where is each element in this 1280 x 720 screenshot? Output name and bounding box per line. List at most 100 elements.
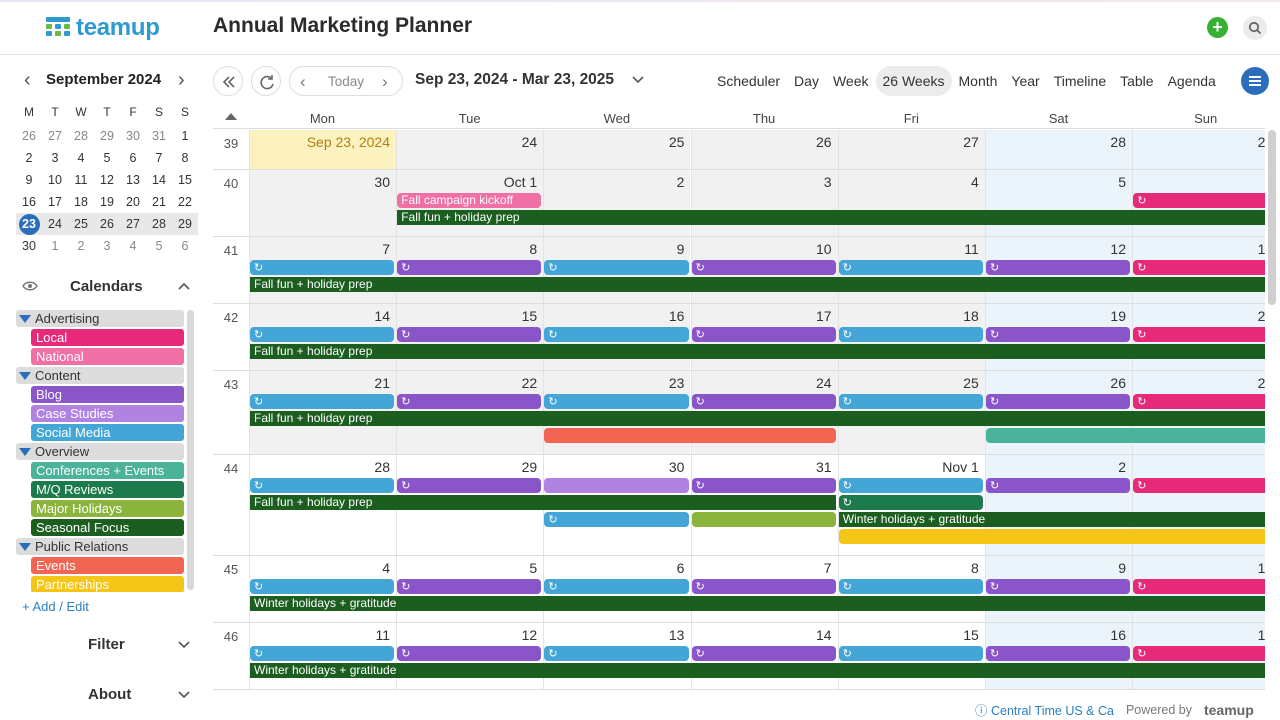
- day-number[interactable]: 7: [823, 560, 832, 576]
- day-number[interactable]: 30: [374, 174, 390, 190]
- day-cell[interactable]: 30: [249, 170, 396, 236]
- day-number[interactable]: 22: [521, 375, 538, 391]
- day-number[interactable]: 5: [529, 560, 538, 576]
- calendar-event[interactable]: ↻: [986, 327, 1131, 342]
- day-number[interactable]: 6: [676, 560, 685, 576]
- day-number[interactable]: 19: [1110, 308, 1126, 324]
- calendar-event[interactable]: ↻: [838, 478, 983, 493]
- calendar-event[interactable]: ↻: [250, 478, 395, 493]
- calendar-list-scrollbar[interactable]: [187, 310, 194, 590]
- day-cell[interactable]: Nov 1: [837, 455, 985, 555]
- day-cell[interactable]: 3: [690, 170, 838, 236]
- calendar-event[interactable]: ↻: [691, 646, 836, 661]
- view-tab-scheduler[interactable]: Scheduler: [717, 73, 781, 89]
- calendar-item[interactable]: Case Studies: [31, 405, 184, 422]
- day-number[interactable]: 14: [816, 627, 832, 643]
- day-number[interactable]: 29: [1257, 134, 1265, 150]
- mini-day[interactable]: 12: [100, 173, 114, 187]
- calendar-event[interactable]: ↻: [250, 260, 395, 275]
- calendar-item[interactable]: Events: [31, 557, 184, 574]
- day-cell[interactable]: 12: [396, 623, 543, 689]
- calendar-event[interactable]: ↻: [691, 579, 836, 594]
- calendar-event[interactable]: ↻: [397, 646, 542, 661]
- mini-day[interactable]: 28: [74, 129, 88, 143]
- calendar-event[interactable]: ↻: [544, 512, 689, 527]
- day-number[interactable]: 14: [374, 308, 390, 324]
- calendar-event[interactable]: ↻: [838, 327, 983, 342]
- mini-day[interactable]: 29: [100, 129, 114, 143]
- teamup-logo[interactable]: teamup: [46, 14, 160, 42]
- day-number[interactable]: 3: [823, 174, 832, 190]
- calendar-group[interactable]: Public Relations: [16, 538, 184, 555]
- mini-today[interactable]: 23: [18, 214, 40, 235]
- day-cell[interactable]: 14: [690, 623, 838, 689]
- day-number[interactable]: 2: [676, 174, 685, 190]
- mini-day[interactable]: 23: [16, 213, 42, 235]
- day-number[interactable]: 24: [521, 134, 538, 150]
- mini-day[interactable]: 24: [48, 217, 62, 231]
- calendar-event[interactable]: ↻: [250, 327, 395, 342]
- triangle-down-icon[interactable]: [19, 314, 31, 323]
- view-tab-week[interactable]: Week: [832, 73, 869, 89]
- day-cell[interactable]: 13: [543, 623, 690, 689]
- mini-prev-month-button[interactable]: ‹: [24, 69, 31, 91]
- day-number[interactable]: Sep 23, 2024: [306, 134, 390, 150]
- day-number[interactable]: 8: [971, 560, 979, 576]
- calendar-event[interactable]: ↻: [1133, 327, 1265, 342]
- today-button[interactable]: Today: [328, 74, 365, 89]
- mini-day[interactable]: 26: [100, 217, 114, 231]
- mini-day[interactable]: 11: [74, 173, 88, 187]
- calendar-event[interactable]: ↻: [1133, 579, 1265, 594]
- calendars-header[interactable]: Calendars: [16, 276, 198, 298]
- day-number[interactable]: 15: [963, 627, 979, 643]
- mini-day[interactable]: 10: [48, 173, 62, 187]
- chevron-up-icon[interactable]: [176, 279, 192, 293]
- mini-day[interactable]: 6: [129, 151, 137, 165]
- mini-day[interactable]: 16: [22, 195, 36, 209]
- mini-day[interactable]: 26: [22, 129, 36, 143]
- calendar-event[interactable]: ↻: [397, 579, 542, 594]
- mini-day[interactable]: 25: [74, 217, 88, 231]
- mini-day[interactable]: 7: [155, 151, 163, 165]
- calendar-event[interactable]: ↻: [250, 579, 395, 594]
- calendar-event[interactable]: Fall fun + holiday prep: [250, 277, 1265, 292]
- day-number[interactable]: 11: [375, 627, 390, 643]
- day-number[interactable]: 15: [521, 308, 538, 324]
- day-number[interactable]: 25: [963, 375, 979, 391]
- calendar-event[interactable]: [838, 529, 1265, 544]
- triangle-down-icon[interactable]: [19, 447, 31, 456]
- calendar-item[interactable]: Partnerships: [31, 576, 184, 592]
- day-number[interactable]: 25: [668, 134, 685, 150]
- calendar-event[interactable]: ↻: [544, 260, 689, 275]
- mini-day[interactable]: 14: [152, 173, 166, 187]
- timezone-link[interactable]: ⓘ Central Time US & Ca: [975, 700, 1114, 719]
- search-button[interactable]: [1243, 16, 1267, 40]
- mini-day[interactable]: 27: [126, 217, 140, 231]
- calendar-event[interactable]: Fall fun + holiday prep: [250, 344, 1265, 359]
- calendar-event[interactable]: Fall campaign kickoff: [397, 193, 542, 208]
- day-number[interactable]: 9: [1118, 560, 1126, 576]
- day-number[interactable]: 24: [816, 375, 832, 391]
- calendar-item[interactable]: Major Holidays: [31, 500, 184, 517]
- collapse-arrow-icon[interactable]: [225, 113, 237, 120]
- day-number[interactable]: 9: [676, 241, 685, 257]
- day-cell[interactable]: 24: [396, 130, 544, 169]
- refresh-button[interactable]: [251, 66, 281, 96]
- day-cell[interactable]: 27: [837, 130, 985, 169]
- main-menu-button[interactable]: [1241, 67, 1269, 95]
- day-number[interactable]: 12: [1110, 241, 1126, 257]
- day-number[interactable]: 28: [374, 459, 390, 475]
- calendar-event[interactable]: ↻: [397, 394, 542, 409]
- calendar-event[interactable]: ↻: [691, 260, 836, 275]
- day-number[interactable]: 16: [668, 308, 685, 324]
- mini-day[interactable]: 9: [25, 173, 33, 187]
- mini-day[interactable]: 28: [152, 217, 166, 231]
- mini-day[interactable]: 2: [77, 239, 85, 253]
- mini-day[interactable]: 21: [152, 195, 166, 209]
- day-number[interactable]: 7: [382, 241, 390, 257]
- calendar-event[interactable]: ↻: [544, 394, 689, 409]
- mini-day[interactable]: 1: [181, 129, 189, 143]
- day-cell[interactable]: 5: [985, 170, 1132, 236]
- date-range-label[interactable]: Sep 23, 2024 - Mar 23, 2025: [415, 71, 615, 88]
- mini-day[interactable]: 5: [155, 239, 163, 253]
